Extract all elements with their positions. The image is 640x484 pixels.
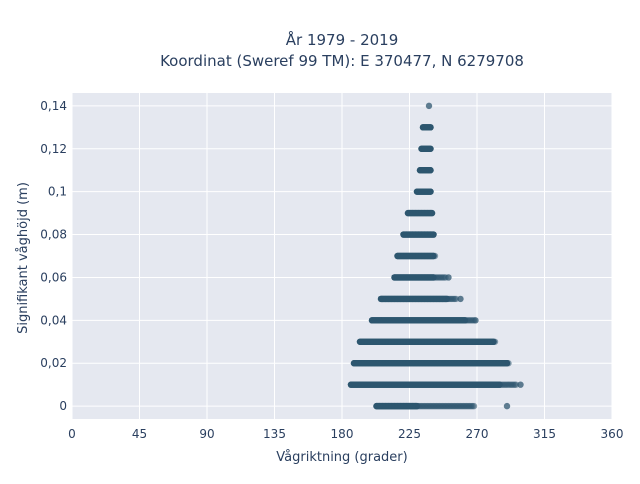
data-point [470, 402, 478, 410]
x-tick-label: 0 [68, 427, 76, 441]
y-tick-label: 0 [59, 399, 67, 413]
chart-title-line-2: Koordinat (Sweref 99 TM): E 370477, N 62… [160, 52, 524, 70]
y-tick-label: 0,04 [40, 313, 67, 327]
y-axis-label: Signifikant våghöjd (m) [16, 182, 31, 334]
x-axis-label: Vågriktning (grader) [276, 450, 407, 465]
data-point [512, 381, 520, 388]
x-tick-label: 315 [533, 427, 556, 441]
data-point [491, 338, 499, 345]
x-tick-labels: 0 45 90 135 180 225 270 315 360 [68, 427, 623, 441]
y-tick-label: 0,12 [40, 142, 67, 156]
outlier-point [503, 402, 511, 410]
grid-lines [71, 93, 613, 419]
y-tick-label: 0,14 [40, 99, 67, 113]
data-point [427, 145, 434, 152]
data-points [347, 102, 524, 410]
y-tick-labels: 0 0,02 0,04 0,06 0,08 0,1 0,12 0,14 [40, 99, 67, 413]
x-tick-label: 225 [398, 427, 421, 441]
data-point [427, 167, 434, 174]
x-tick-label: 180 [331, 427, 354, 441]
x-tick-label: 270 [466, 427, 489, 441]
x-tick-label: 135 [263, 427, 286, 441]
chart-title-line-1: År 1979 - 2019 [286, 30, 399, 49]
data-point [431, 252, 439, 260]
y-tick-label: 0,08 [40, 228, 67, 242]
outlier-point [457, 295, 464, 303]
outlier-point [425, 102, 433, 110]
outlier-point [445, 274, 452, 281]
data-point [430, 231, 437, 238]
data-point [505, 360, 512, 367]
y-tick-label: 0,02 [40, 356, 67, 370]
y-tick-label: 0,06 [40, 270, 67, 284]
data-point [428, 209, 436, 217]
x-tick-label: 45 [132, 427, 147, 441]
data-point [427, 188, 434, 195]
x-tick-label: 90 [199, 427, 214, 441]
outlier-point [517, 381, 524, 388]
y-tick-label: 0,1 [48, 185, 67, 199]
outlier-point [472, 317, 479, 324]
data-point [452, 295, 460, 303]
x-tick-label: 360 [601, 427, 624, 441]
data-point [427, 124, 434, 131]
